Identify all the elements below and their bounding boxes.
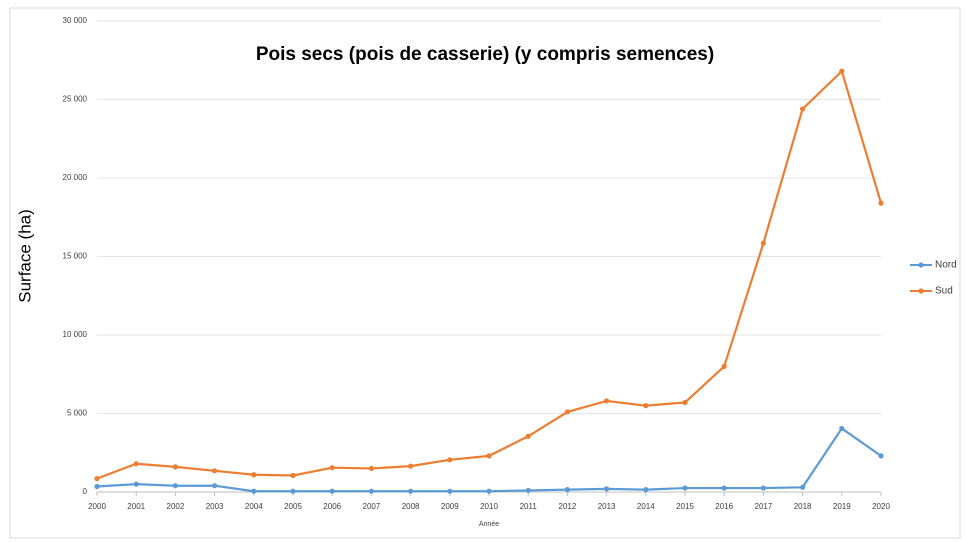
y-tick-label: 15 000 [63, 252, 88, 261]
x-tick-label: 2012 [559, 502, 577, 511]
x-tick-label: 2000 [88, 502, 106, 511]
y-tick-label: 5 000 [67, 409, 88, 418]
data-point [172, 464, 178, 470]
data-point [878, 200, 884, 206]
data-point [800, 106, 806, 112]
data-point [290, 472, 296, 479]
data-point [172, 483, 178, 489]
data-point [800, 484, 806, 490]
x-tick-label: 2009 [441, 502, 459, 511]
legend-label: Sud [935, 286, 953, 297]
x-tick-label: 2020 [872, 502, 890, 511]
data-point [721, 363, 727, 369]
x-tick-label: 2006 [323, 502, 341, 511]
x-tick-label: 2005 [284, 502, 302, 511]
x-tick-label: 2003 [206, 502, 224, 511]
data-point [329, 465, 335, 471]
x-tick-label: 2007 [363, 502, 381, 511]
data-point [604, 486, 610, 492]
x-tick-label: 2016 [715, 502, 733, 511]
x-tick-label: 2015 [676, 502, 694, 511]
data-point [408, 488, 414, 494]
data-point [212, 468, 218, 474]
data-point [525, 433, 531, 439]
data-point [760, 485, 767, 491]
data-point [878, 453, 884, 459]
y-axis-label: Surface (ha) [15, 209, 34, 303]
data-point [94, 483, 100, 490]
data-point [760, 240, 767, 246]
data-point [721, 485, 727, 491]
data-point [212, 483, 218, 489]
x-tick-label: 2008 [402, 502, 420, 511]
data-point [643, 403, 649, 409]
data-point [839, 425, 845, 432]
y-tick-label: 10 000 [63, 330, 88, 339]
data-point [94, 476, 100, 482]
chart-frame [9, 7, 961, 539]
x-tick-label: 2004 [245, 502, 263, 511]
y-tick-label: 20 000 [63, 173, 88, 182]
x-tick-label: 2013 [598, 502, 616, 511]
data-point [604, 398, 610, 404]
data-point [251, 488, 257, 494]
data-point [368, 465, 374, 472]
x-tick-label: 2014 [637, 502, 655, 511]
chart-title: Pois secs (pois de casserie) (y compris … [256, 44, 714, 65]
x-tick-label: 2011 [520, 502, 538, 511]
y-tick-label: 0 [83, 487, 88, 496]
x-tick-label: 2001 [127, 502, 145, 511]
x-tick-label: 2010 [480, 502, 498, 511]
y-tick-label: 30 000 [63, 16, 88, 25]
x-tick-label: 2019 [833, 502, 851, 511]
x-tick-label: 2017 [755, 502, 773, 511]
data-point [133, 481, 139, 487]
data-point [408, 463, 414, 469]
legend-label: Nord [935, 260, 957, 271]
data-point [447, 488, 453, 494]
data-point [525, 487, 531, 494]
data-point [133, 461, 139, 467]
x-axis-label: Année [479, 521, 499, 528]
legend-marker [918, 262, 924, 268]
data-point [368, 488, 374, 494]
data-point [329, 488, 335, 494]
data-point [290, 488, 296, 494]
x-tick-label: 2018 [794, 502, 812, 511]
x-tick-label: 2002 [167, 502, 185, 511]
y-tick-label: 25 000 [63, 95, 88, 104]
data-point [564, 409, 571, 415]
legend-marker [918, 288, 924, 294]
data-point [643, 487, 649, 493]
data-point [682, 399, 688, 406]
data-point [447, 457, 453, 463]
data-point [682, 485, 688, 491]
data-point [839, 68, 845, 74]
data-point [486, 488, 492, 494]
data-point [251, 472, 257, 478]
data-point [486, 453, 492, 459]
data-point [564, 487, 571, 493]
